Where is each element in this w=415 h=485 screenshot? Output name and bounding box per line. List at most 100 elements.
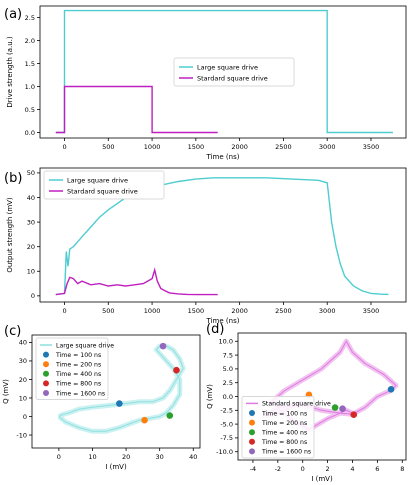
x-tick-label: 0 [62, 143, 66, 151]
y-tick-label: 10.0 [219, 338, 233, 346]
legend-marker [249, 448, 255, 455]
legend-marker [43, 351, 49, 358]
legend-entry: Time = 200 ns [55, 362, 101, 369]
panel-1: (b) 0 500 1000 1500 2000 2500 3000 3500 0 10 20 30 40… [4, 167, 407, 325]
x-axis-label: I (mV) [311, 475, 333, 483]
legend-box [241, 396, 315, 459]
time-point-0 [387, 386, 395, 393]
x-tick-label: 1500 [188, 307, 205, 315]
series-line-0 [55, 177, 389, 296]
time-point-3 [350, 411, 358, 419]
time-point-4 [159, 342, 167, 350]
legend-entry: Standard square drive [262, 401, 331, 408]
y-axis-label: Q (mV) [2, 379, 10, 404]
y-tick-label: 2.0 [25, 37, 35, 45]
panel-label: (b) [4, 171, 22, 186]
legend-entry: Time = 400 ns [55, 371, 101, 378]
x-tick-label: 3000 [319, 143, 336, 151]
x-tick-label: 8 [400, 465, 404, 473]
legend-marker [43, 370, 49, 377]
x-tick-label: -2 [275, 465, 281, 473]
legend-marker [43, 390, 49, 396]
y-tick-label: 2.5 [223, 379, 233, 387]
y-tick-label: 30 [27, 218, 35, 226]
y-tick-label: 30 [19, 357, 27, 365]
legend-entry: Time = 1600 ns [261, 449, 311, 456]
x-tick-label: 1000 [144, 307, 161, 315]
x-tick-label: 3500 [363, 143, 380, 151]
y-tick-label: -10 [16, 431, 27, 439]
legend-marker [249, 410, 255, 416]
x-tick-label: 3000 [319, 307, 336, 315]
y-tick-label: 10 [27, 268, 35, 276]
x-tick-label: 0 [57, 453, 61, 461]
y-axis-label: Output strength (mV) [6, 197, 14, 273]
legend-entry: Time = 100 ns [261, 410, 307, 417]
y-tick-label: 20 [19, 376, 27, 384]
legend-marker [249, 429, 255, 436]
x-tick-label: 2500 [275, 143, 292, 151]
y-tick-label: 0 [23, 413, 27, 421]
y-axis-label: Q (mV) [206, 384, 214, 409]
legend-entry: Time = 800 ns [55, 381, 101, 388]
x-tick-label: 3500 [363, 307, 380, 315]
x-tick-label: 1000 [144, 143, 161, 151]
legend-marker [249, 438, 255, 445]
legend: Large square drive Stardard square drive [173, 57, 295, 87]
plot-content [57, 342, 186, 434]
y-tick-label: 5.0 [223, 365, 233, 373]
panel-3: (d) -4 -2 0 2 4 6 8 -10.0 -7.5 -5.0 -2.5 0.0 2.5 5.0 7.… [206, 322, 407, 483]
y-tick-label: 0.5 [25, 106, 35, 114]
y-tick-label: -2.5 [220, 407, 233, 415]
y-tick-label: 1.0 [25, 83, 35, 91]
x-tick-label: 2000 [231, 307, 248, 315]
time-point-4 [339, 405, 346, 412]
y-tick-label: -10.0 [216, 448, 233, 456]
x-axis-label: I (mV) [105, 463, 127, 471]
legend-entry: Large square drive [67, 177, 128, 185]
y-tick-label: 10 [19, 394, 27, 402]
y-axis-label: Drive strength (a.u.) [6, 36, 14, 108]
legend: Large square drive Stardard square drive [43, 170, 165, 200]
legend: Large square drive Time = 100 ns Time = 20… [35, 337, 114, 400]
axes-frame [39, 167, 407, 303]
x-tick-label: 30 [156, 453, 164, 461]
time-point-0 [116, 400, 123, 407]
panel-label: (d) [206, 322, 224, 337]
time-point-3 [173, 366, 180, 374]
panel-0: (a) 0 500 1000 1500 2000 2500 3000 3500 0.0 0.5 1.0… [4, 5, 407, 161]
legend: Standard square drive Time = 100 ns Time =… [241, 396, 331, 459]
time-point-1 [141, 416, 148, 424]
x-tick-label: 2 [326, 465, 330, 473]
x-tick-label: 6 [375, 465, 379, 473]
x-tick-label: 20 [122, 453, 130, 461]
legend-box [35, 337, 109, 400]
y-tick-label: 40 [27, 194, 35, 202]
series-line-1 [55, 267, 218, 296]
legend-entry: Stardard square drive [197, 75, 268, 83]
legend-entry: Time = 800 ns [261, 439, 307, 446]
legend-entry: Large square drive [56, 342, 114, 349]
y-tick-label: 0 [31, 292, 35, 300]
legend-marker [43, 361, 49, 368]
legend-marker [43, 380, 49, 387]
legend-marker [249, 419, 255, 426]
y-tick-label: 0.0 [25, 129, 35, 137]
legend-entry: Time = 100 ns [55, 352, 101, 359]
y-tick-label: -7.5 [220, 434, 233, 442]
y-tick-label: -5.0 [220, 420, 233, 428]
x-tick-label: 4 [350, 465, 354, 473]
legend-box [173, 57, 295, 87]
y-tick-label: 7.5 [223, 351, 233, 359]
x-tick-label: 500 [102, 143, 114, 151]
y-tick-label: 40 [19, 339, 27, 347]
legend-entry: Large square drive [197, 64, 258, 72]
x-tick-label: 2500 [275, 307, 292, 315]
x-tick-label: 500 [102, 307, 114, 315]
legend-entry: Time = 400 ns [261, 430, 307, 437]
panel-label: (a) [4, 7, 22, 22]
time-point-2 [331, 404, 339, 411]
y-tick-label: 20 [27, 243, 35, 251]
x-tick-label: 0 [301, 465, 305, 473]
plot-content [55, 177, 389, 296]
